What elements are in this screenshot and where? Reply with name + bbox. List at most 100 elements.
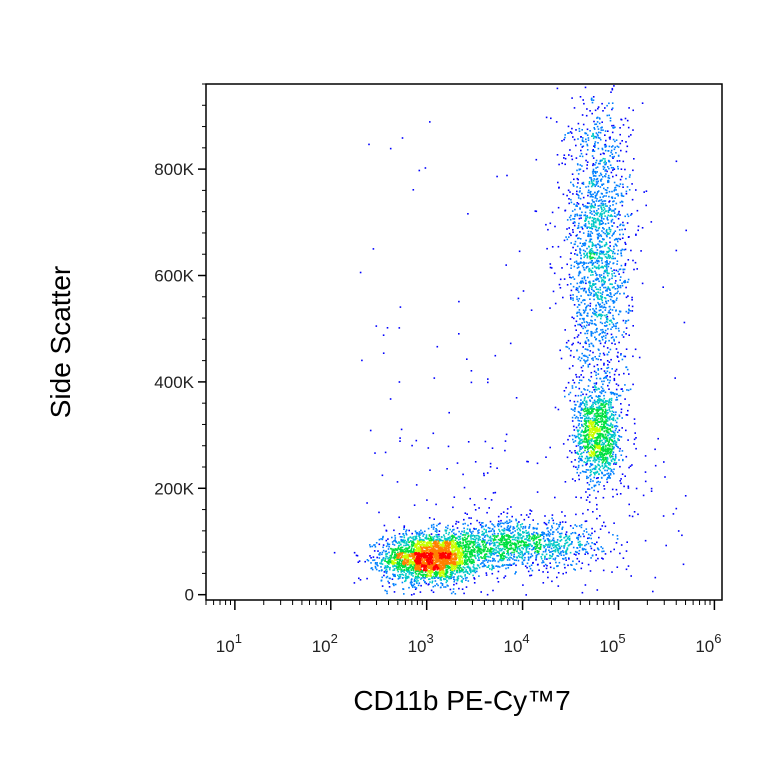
event-point bbox=[514, 546, 517, 549]
event-point bbox=[596, 262, 599, 265]
event-point bbox=[496, 545, 499, 547]
event-point bbox=[461, 530, 463, 533]
event-point bbox=[594, 144, 596, 147]
event-point bbox=[582, 145, 585, 147]
event-point bbox=[372, 556, 375, 558]
event-point bbox=[484, 525, 487, 527]
event-point bbox=[605, 253, 607, 255]
event-point bbox=[586, 266, 588, 268]
event-point bbox=[441, 566, 443, 569]
event-point bbox=[535, 554, 538, 557]
event-point bbox=[412, 586, 414, 588]
event-point bbox=[575, 287, 578, 289]
event-point bbox=[502, 547, 504, 550]
event-point bbox=[423, 545, 426, 548]
event-point bbox=[503, 545, 505, 548]
event-point bbox=[621, 237, 624, 239]
event-point bbox=[546, 558, 548, 560]
event-point bbox=[644, 539, 647, 542]
event-point bbox=[496, 541, 499, 544]
event-point bbox=[499, 537, 502, 540]
event-point bbox=[431, 564, 433, 566]
event-point bbox=[427, 527, 430, 530]
event-point bbox=[587, 191, 589, 194]
event-point bbox=[412, 556, 415, 559]
event-point bbox=[446, 565, 449, 568]
event-point bbox=[418, 539, 421, 542]
event-point bbox=[501, 554, 504, 556]
event-point bbox=[466, 566, 469, 568]
event-point bbox=[535, 556, 538, 558]
event-point bbox=[438, 558, 441, 561]
event-point bbox=[393, 575, 396, 577]
event-point bbox=[540, 543, 542, 546]
event-point bbox=[449, 569, 452, 571]
event-point bbox=[538, 541, 541, 543]
event-point bbox=[596, 517, 598, 520]
event-point bbox=[579, 535, 582, 538]
event-point bbox=[435, 557, 438, 560]
event-point bbox=[572, 285, 575, 288]
event-point bbox=[505, 528, 508, 531]
event-point bbox=[595, 230, 598, 232]
event-point bbox=[590, 238, 593, 241]
event-point bbox=[461, 534, 464, 536]
event-point bbox=[410, 547, 413, 549]
event-point bbox=[458, 565, 461, 567]
event-point bbox=[412, 539, 415, 541]
event-point bbox=[535, 547, 538, 549]
event-point bbox=[616, 538, 619, 540]
event-point bbox=[574, 550, 577, 553]
event-point bbox=[413, 558, 416, 560]
event-point bbox=[606, 104, 608, 107]
event-point bbox=[637, 229, 639, 232]
event-point bbox=[491, 564, 493, 566]
event-point bbox=[508, 559, 511, 561]
event-point bbox=[405, 554, 408, 556]
event-point bbox=[558, 545, 560, 548]
event-point bbox=[439, 575, 442, 577]
event-point bbox=[400, 564, 403, 567]
event-point bbox=[580, 280, 582, 283]
event-point bbox=[601, 230, 603, 232]
event-point bbox=[604, 553, 607, 555]
event-point bbox=[581, 211, 583, 214]
event-point bbox=[465, 562, 467, 565]
event-point bbox=[388, 567, 391, 569]
event-point bbox=[599, 138, 602, 141]
event-point bbox=[453, 545, 455, 547]
event-point bbox=[389, 577, 391, 580]
event-point bbox=[508, 519, 511, 521]
event-point bbox=[465, 543, 468, 546]
event-point bbox=[589, 195, 592, 198]
event-point bbox=[503, 537, 505, 539]
event-point bbox=[451, 545, 453, 548]
event-point bbox=[461, 550, 464, 552]
event-point bbox=[422, 576, 425, 579]
event-point bbox=[432, 553, 434, 555]
event-point bbox=[382, 549, 385, 552]
event-point bbox=[397, 546, 400, 549]
event-point bbox=[603, 244, 606, 247]
event-point bbox=[450, 574, 452, 576]
event-point bbox=[424, 577, 426, 579]
event-point bbox=[609, 308, 612, 311]
event-point bbox=[519, 553, 522, 556]
event-point bbox=[490, 552, 493, 555]
event-point bbox=[481, 522, 483, 524]
event-point bbox=[593, 127, 595, 129]
event-point bbox=[443, 577, 445, 580]
event-point bbox=[565, 236, 567, 238]
event-point bbox=[431, 539, 434, 542]
event-point bbox=[433, 577, 436, 579]
event-point bbox=[476, 519, 478, 522]
event-point bbox=[446, 571, 449, 574]
event-point bbox=[438, 535, 440, 538]
event-point bbox=[480, 556, 482, 558]
event-point bbox=[404, 539, 407, 542]
event-point bbox=[417, 562, 420, 564]
event-point bbox=[594, 386, 596, 389]
event-point bbox=[499, 543, 502, 546]
event-point bbox=[590, 207, 592, 209]
event-point bbox=[615, 202, 618, 205]
